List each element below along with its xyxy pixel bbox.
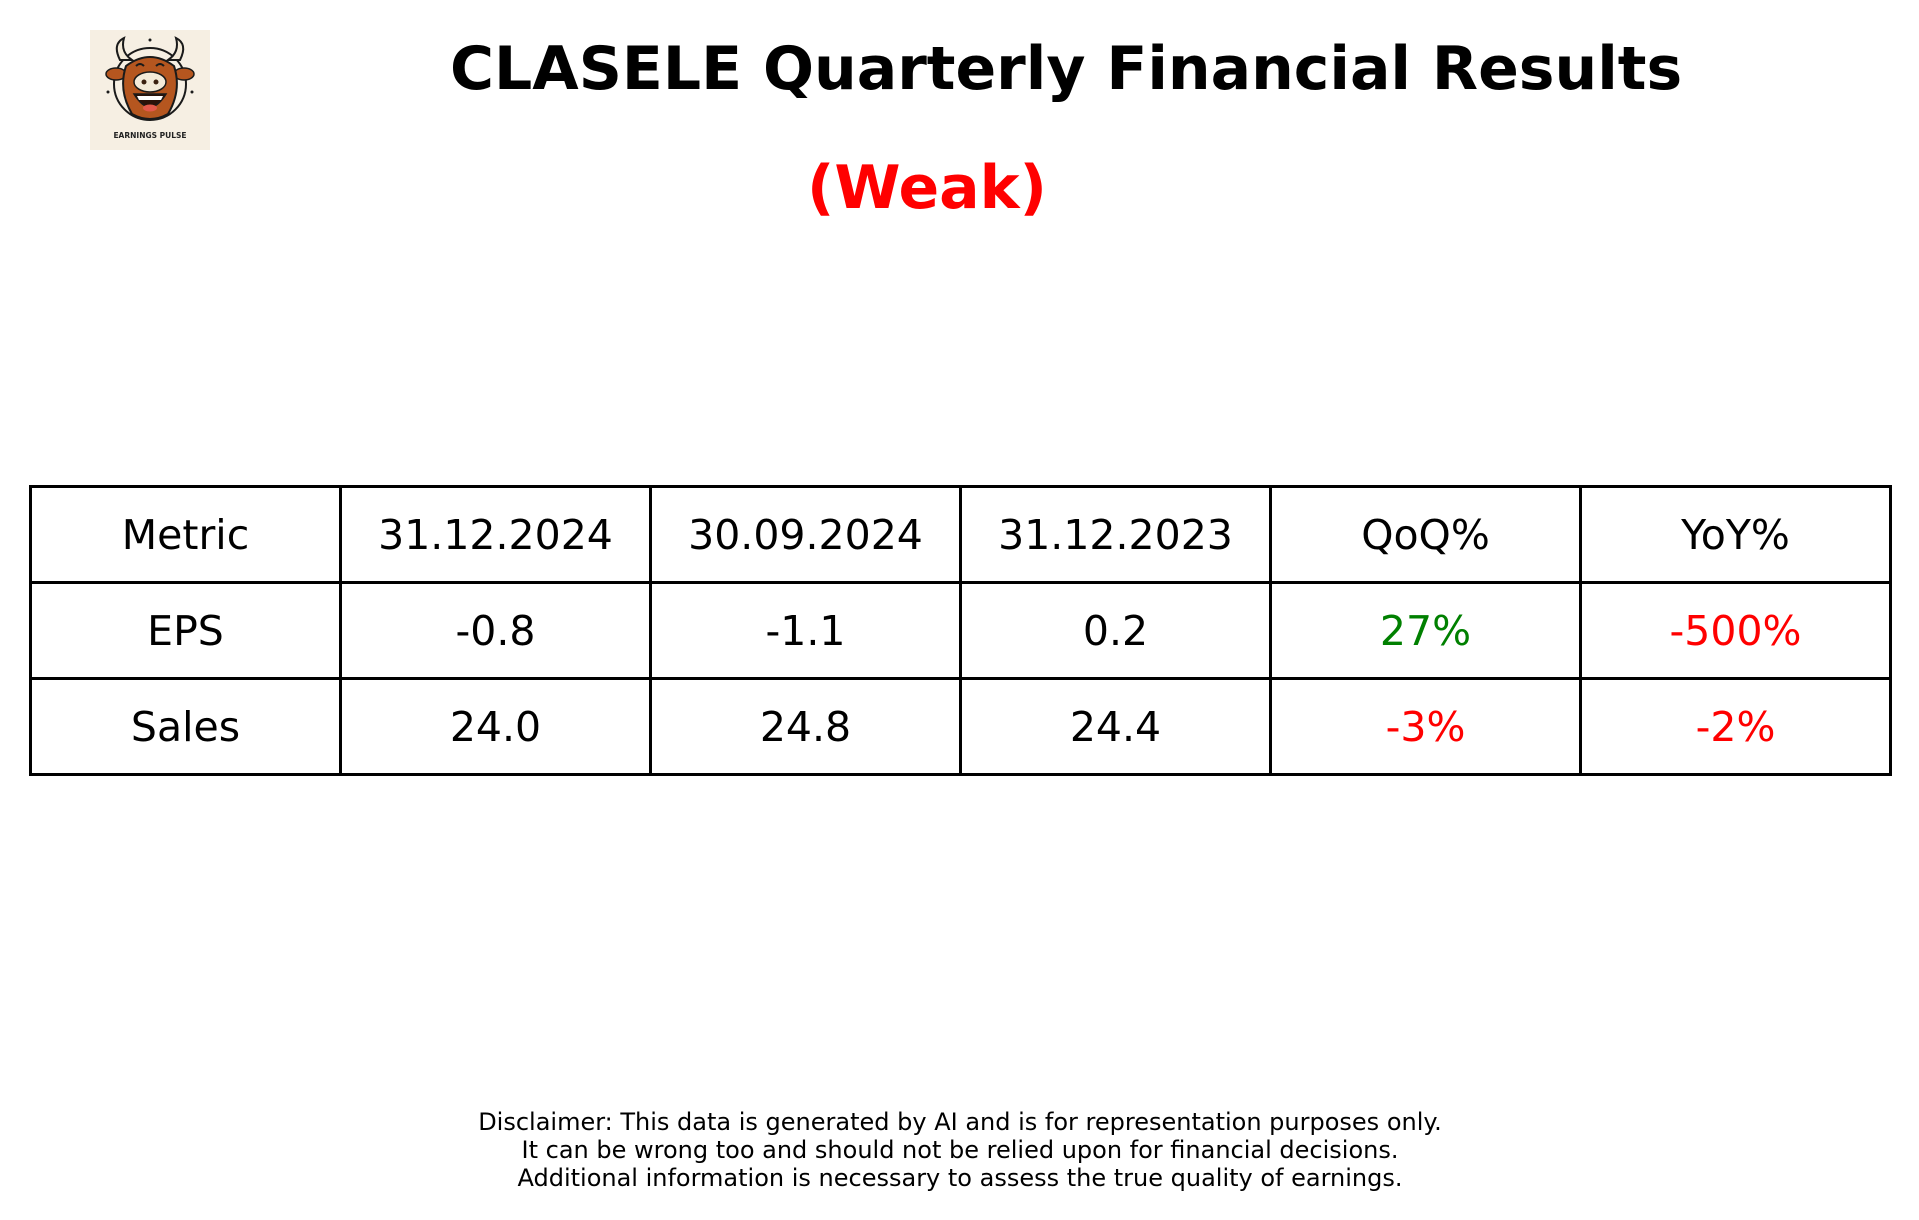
rating-badge: (Weak) [807,153,1047,223]
disclaimer-line: It can be wrong too and should not be re… [521,1136,1399,1164]
financial-results-table: Metric 31.12.2024 30.09.2024 31.12.2023 … [29,485,1892,776]
disclaimer: Disclaimer: This data is generated by AI… [360,1108,1560,1192]
yoy-change-cell: -500% [1579,581,1892,680]
metric-cell: Sales [29,677,342,776]
column-header-metric: Metric [29,485,342,584]
disclaimer-line: Additional information is necessary to a… [517,1164,1403,1192]
table-header-row: Metric 31.12.2024 30.09.2024 31.12.2023 … [29,485,1892,584]
column-header-q1: 31.12.2024 [339,485,652,584]
table-row: EPS -0.8 -1.1 0.2 27% -500% [29,581,1892,680]
value-cell: 24.0 [339,677,652,776]
column-header-q2: 30.09.2024 [649,485,962,584]
value-cell: -1.1 [649,581,962,680]
table-row: Sales 24.0 24.8 24.4 -3% -2% [29,677,1892,776]
column-header-yoy: YoY% [1579,485,1892,584]
value-cell: -0.8 [339,581,652,680]
disclaimer-line: Disclaimer: This data is generated by AI… [478,1108,1442,1136]
qoq-change-cell: -3% [1269,677,1582,776]
page-title: CLASELE Quarterly Financial Results [450,34,1683,104]
value-cell: 24.8 [649,677,962,776]
value-cell: 0.2 [959,581,1272,680]
earnings-pulse-logo: EARNINGS PULSE [90,30,210,150]
qoq-change-cell: 27% [1269,581,1582,680]
metric-cell: EPS [29,581,342,680]
column-header-q3: 31.12.2023 [959,485,1272,584]
value-cell: 24.4 [959,677,1272,776]
yoy-change-cell: -2% [1579,677,1892,776]
bull-mascot-icon: EARNINGS PULSE [90,30,210,150]
column-header-qoq: QoQ% [1269,485,1582,584]
logo-caption: EARNINGS PULSE [113,131,186,140]
